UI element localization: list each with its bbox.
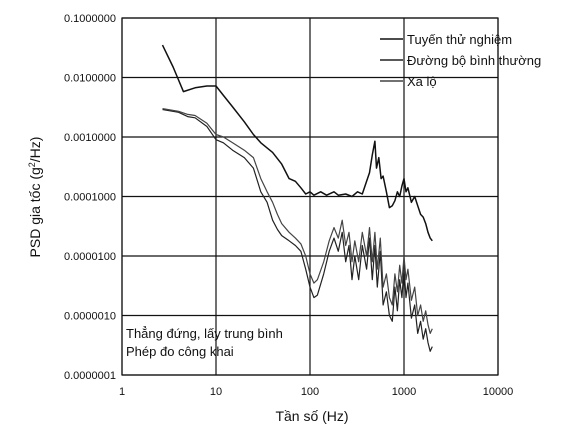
- annotation-line-1: Thẳng đứng, lấy trung bình: [126, 326, 283, 341]
- y-axis-label: PSD gia tốc (g2/Hz): [27, 137, 43, 258]
- y-axis-label-suffix: /Hz): [27, 137, 43, 163]
- x-tick-label-2: 100: [301, 386, 319, 398]
- series-line-0: [161, 44, 433, 242]
- series-layer: [161, 44, 433, 352]
- plot-frame: [121, 17, 499, 376]
- x-axis-label: Tần số (Hz): [275, 408, 348, 424]
- y-tick-label-5: 0.0000010: [64, 311, 116, 323]
- y-tick-label-6: 0.0000001: [64, 370, 116, 382]
- x-tick-label-4: 10000: [483, 386, 514, 398]
- series-line-1: [162, 108, 433, 352]
- legend-label-1: Đường bộ bình thường: [407, 53, 541, 68]
- y-tick-label-0: 0.1000000: [64, 13, 116, 25]
- annotation-line-2: Phép đo công khai: [126, 344, 234, 359]
- y-tick-label-4: 0.0000100: [64, 251, 116, 263]
- grid-lines: [121, 17, 499, 376]
- series-line-2: [162, 108, 433, 334]
- y-tick-label-2: 0.0010000: [64, 132, 116, 144]
- x-tick-label-3: 1000: [392, 386, 416, 398]
- y-tick-label-1: 0.0100000: [64, 73, 116, 85]
- legend-label-0: Tuyến thử nghiệm: [407, 32, 512, 47]
- legend-label-2: Xa lộ: [407, 74, 437, 89]
- y-axis-label-prefix: PSD gia tốc (g: [27, 167, 43, 257]
- y-tick-label-3: 0.0001000: [64, 192, 116, 204]
- x-tick-labels: 1 10 100 1000 10000: [119, 386, 513, 398]
- y-axis-label-sup: 2: [27, 162, 37, 167]
- legend: Tuyến thử nghiệm Đường bộ bình thường Xa…: [380, 32, 541, 89]
- x-tick-label-1: 10: [210, 386, 222, 398]
- y-tick-labels: 0.1000000 0.0100000 0.0010000 0.0001000 0.00…: [64, 13, 116, 382]
- annotation-box: Thẳng đứng, lấy trung bình Phép đo công …: [126, 326, 283, 359]
- x-tick-label-0: 1: [119, 386, 125, 398]
